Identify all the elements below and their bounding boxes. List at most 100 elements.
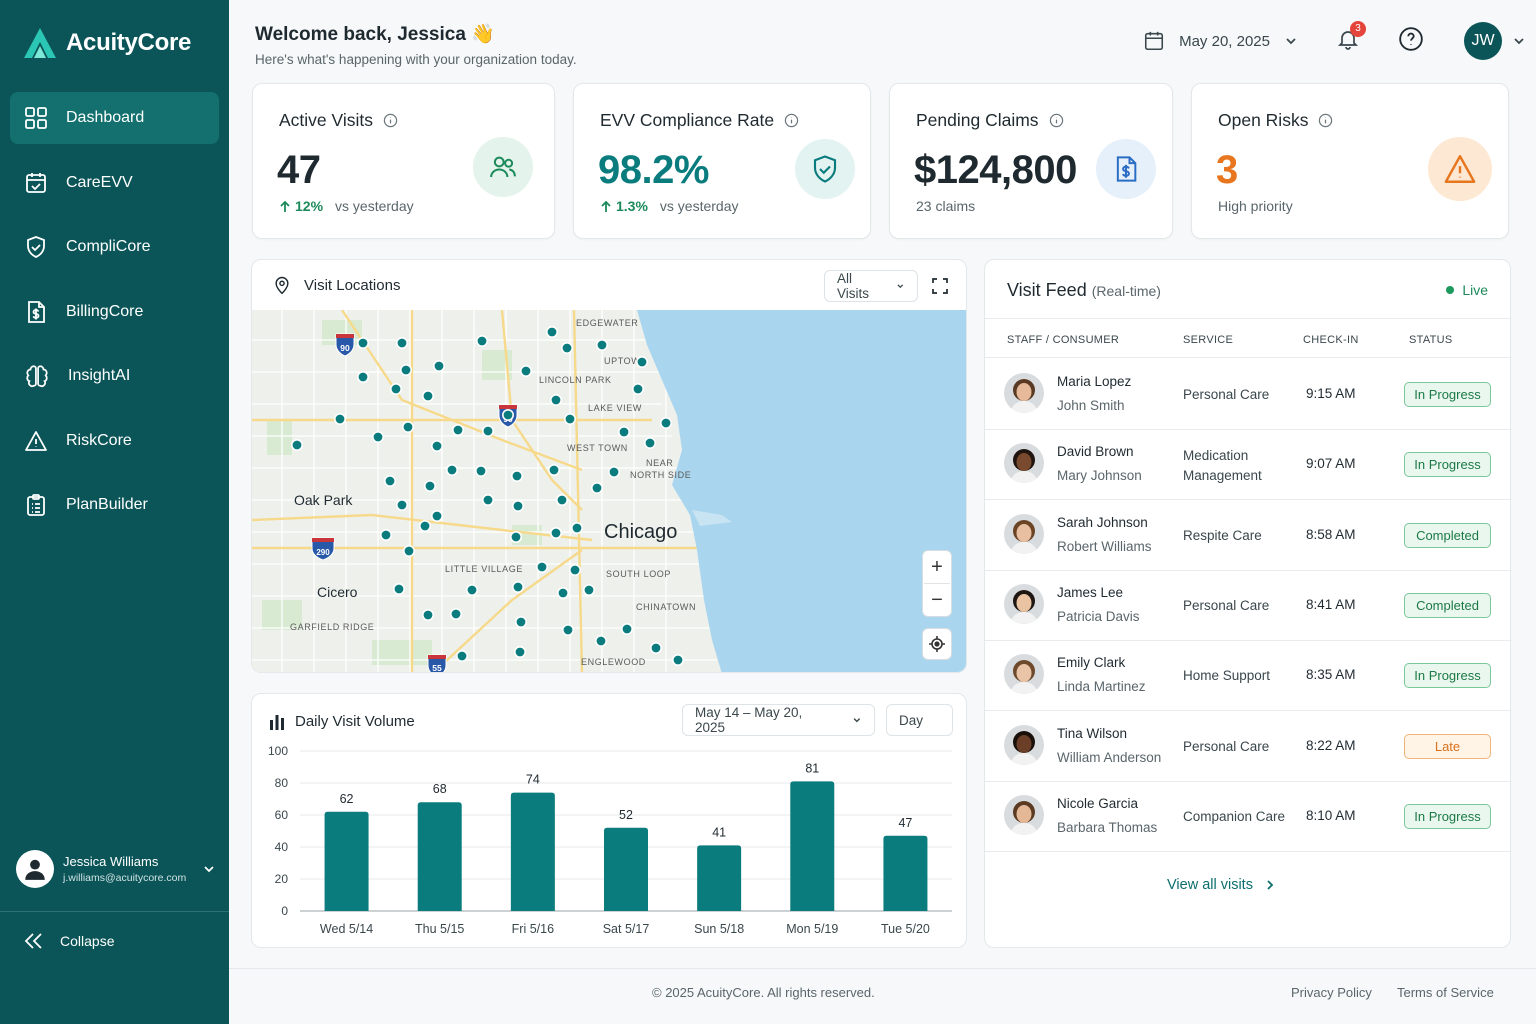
visit-marker[interactable]: [563, 413, 576, 426]
feed-row[interactable]: Nicole Garcia Barbara Thomas Companion Car…: [985, 781, 1512, 852]
visit-marker[interactable]: [513, 645, 526, 658]
visit-marker[interactable]: [582, 583, 595, 596]
visit-marker[interactable]: [372, 431, 385, 444]
chevron-down-icon[interactable]: [202, 862, 216, 876]
visit-marker[interactable]: [402, 421, 415, 434]
visit-marker[interactable]: [519, 364, 532, 377]
visit-marker[interactable]: [511, 580, 524, 593]
visit-marker[interactable]: [431, 510, 444, 523]
sidebar-item-riskcore[interactable]: RiskCore: [10, 415, 219, 467]
visit-marker[interactable]: [384, 475, 397, 488]
privacy-policy-link[interactable]: Privacy Policy: [1291, 985, 1372, 1000]
kpi-pending-claims[interactable]: Pending Claims $124,800 23 claims: [889, 83, 1173, 239]
visit-marker[interactable]: [549, 394, 562, 407]
visit-marker[interactable]: [607, 466, 620, 479]
visit-marker[interactable]: [290, 439, 303, 452]
chevron-down-icon[interactable]: [1512, 34, 1526, 48]
feed-row[interactable]: Sarah Johnson Robert Williams Respite Care…: [985, 500, 1512, 571]
notifications-button[interactable]: 3: [1336, 20, 1366, 56]
bar[interactable]: [697, 845, 742, 911]
bar[interactable]: [883, 835, 928, 911]
brand[interactable]: AcuityCore: [22, 26, 191, 60]
bar[interactable]: [790, 781, 835, 911]
visit-marker[interactable]: [649, 641, 662, 654]
granularity-select[interactable]: Day: [886, 704, 953, 736]
visit-marker[interactable]: [431, 440, 444, 453]
visit-marker[interactable]: [476, 334, 489, 347]
visit-marker[interactable]: [514, 615, 527, 628]
visit-marker[interactable]: [433, 359, 446, 372]
visit-marker[interactable]: [502, 409, 515, 422]
info-icon[interactable]: [784, 113, 799, 128]
visit-marker[interactable]: [424, 480, 437, 493]
visits-filter-select[interactable]: All Visits: [824, 270, 918, 302]
visit-marker[interactable]: [450, 607, 463, 620]
visit-marker[interactable]: [357, 370, 370, 383]
visit-marker[interactable]: [594, 634, 607, 647]
visit-marker[interactable]: [419, 520, 432, 533]
visit-marker[interactable]: [545, 325, 558, 338]
sidebar-item-careevv[interactable]: CareEVV: [10, 157, 219, 209]
feed-row[interactable]: Tina Wilson William Anderson Personal Care…: [985, 711, 1512, 782]
date-selector[interactable]: May 20, 2025: [1143, 30, 1298, 52]
profile-avatar[interactable]: JW: [1464, 22, 1502, 60]
visit-marker[interactable]: [422, 390, 435, 403]
kpi-evv-compliance[interactable]: EVV Compliance Rate 98.2% 1.3% vs yester…: [573, 83, 871, 239]
visit-marker[interactable]: [671, 653, 684, 666]
sidebar-item-complicore[interactable]: CompliCore: [10, 221, 219, 273]
map-view[interactable]: 90 90 290 55: [252, 310, 966, 672]
visit-marker[interactable]: [568, 564, 581, 577]
feed-row[interactable]: David Brown Mary Johnson Medication Managem…: [985, 429, 1512, 501]
info-icon[interactable]: [1318, 113, 1333, 128]
bar[interactable]: [604, 827, 648, 911]
kpi-active-visits[interactable]: Active Visits 47 12% vs yesterday: [252, 83, 555, 239]
visit-marker[interactable]: [422, 608, 435, 621]
help-button[interactable]: [1398, 26, 1424, 57]
visit-marker[interactable]: [620, 622, 633, 635]
locate-button[interactable]: [922, 628, 952, 660]
terms-of-service-link[interactable]: Terms of Service: [1397, 985, 1494, 1000]
kpi-open-risks[interactable]: Open Risks 3 High priority: [1191, 83, 1509, 239]
feed-row[interactable]: Maria Lopez John Smith Personal Care 9:15 A…: [985, 359, 1512, 430]
visit-marker[interactable]: [390, 383, 403, 396]
sidebar-item-billingcore[interactable]: BillingCore: [10, 286, 219, 338]
visit-marker[interactable]: [400, 363, 413, 376]
sidebar-user[interactable]: Jessica Williams j.williams@acuitycore.c…: [16, 850, 216, 888]
visit-marker[interactable]: [446, 464, 459, 477]
visit-marker[interactable]: [643, 437, 656, 450]
visit-marker[interactable]: [556, 586, 569, 599]
visit-marker[interactable]: [380, 529, 393, 542]
feed-row[interactable]: Emily Clark Linda Martinez Home Support 8:3…: [985, 640, 1512, 712]
collapse-button[interactable]: Collapse: [24, 932, 114, 950]
zoom-in-button[interactable]: +: [931, 555, 943, 578]
visit-marker[interactable]: [549, 527, 562, 540]
visit-marker[interactable]: [466, 583, 479, 596]
visit-marker[interactable]: [482, 425, 495, 438]
visit-marker[interactable]: [635, 355, 648, 368]
visit-marker[interactable]: [475, 465, 488, 478]
info-icon[interactable]: [1049, 113, 1064, 128]
visit-marker[interactable]: [555, 494, 568, 507]
visit-marker[interactable]: [334, 413, 347, 426]
bar[interactable]: [417, 802, 462, 911]
visit-marker[interactable]: [570, 522, 583, 535]
visit-marker[interactable]: [590, 482, 603, 495]
view-all-visits-link[interactable]: View all visits: [1167, 877, 1275, 893]
bar[interactable]: [324, 811, 369, 911]
sidebar-item-insightai[interactable]: InsightAI: [10, 350, 219, 402]
visit-marker[interactable]: [509, 531, 522, 544]
sidebar-item-planbuilder[interactable]: PlanBuilder: [10, 479, 219, 531]
visit-marker[interactable]: [482, 494, 495, 507]
fullscreen-icon[interactable]: [932, 278, 948, 294]
visit-marker[interactable]: [547, 464, 560, 477]
visit-markers[interactable]: [290, 325, 684, 666]
feed-row[interactable]: James Lee Patricia Davis Personal Care 8:41…: [985, 570, 1512, 641]
visit-marker[interactable]: [560, 341, 573, 354]
visit-marker[interactable]: [452, 424, 465, 437]
visit-marker[interactable]: [561, 623, 574, 636]
sidebar-item-dashboard[interactable]: Dashboard: [10, 92, 219, 144]
visit-marker[interactable]: [617, 426, 630, 439]
visit-marker[interactable]: [357, 336, 370, 349]
visit-marker[interactable]: [659, 417, 672, 430]
visit-marker[interactable]: [535, 561, 548, 574]
